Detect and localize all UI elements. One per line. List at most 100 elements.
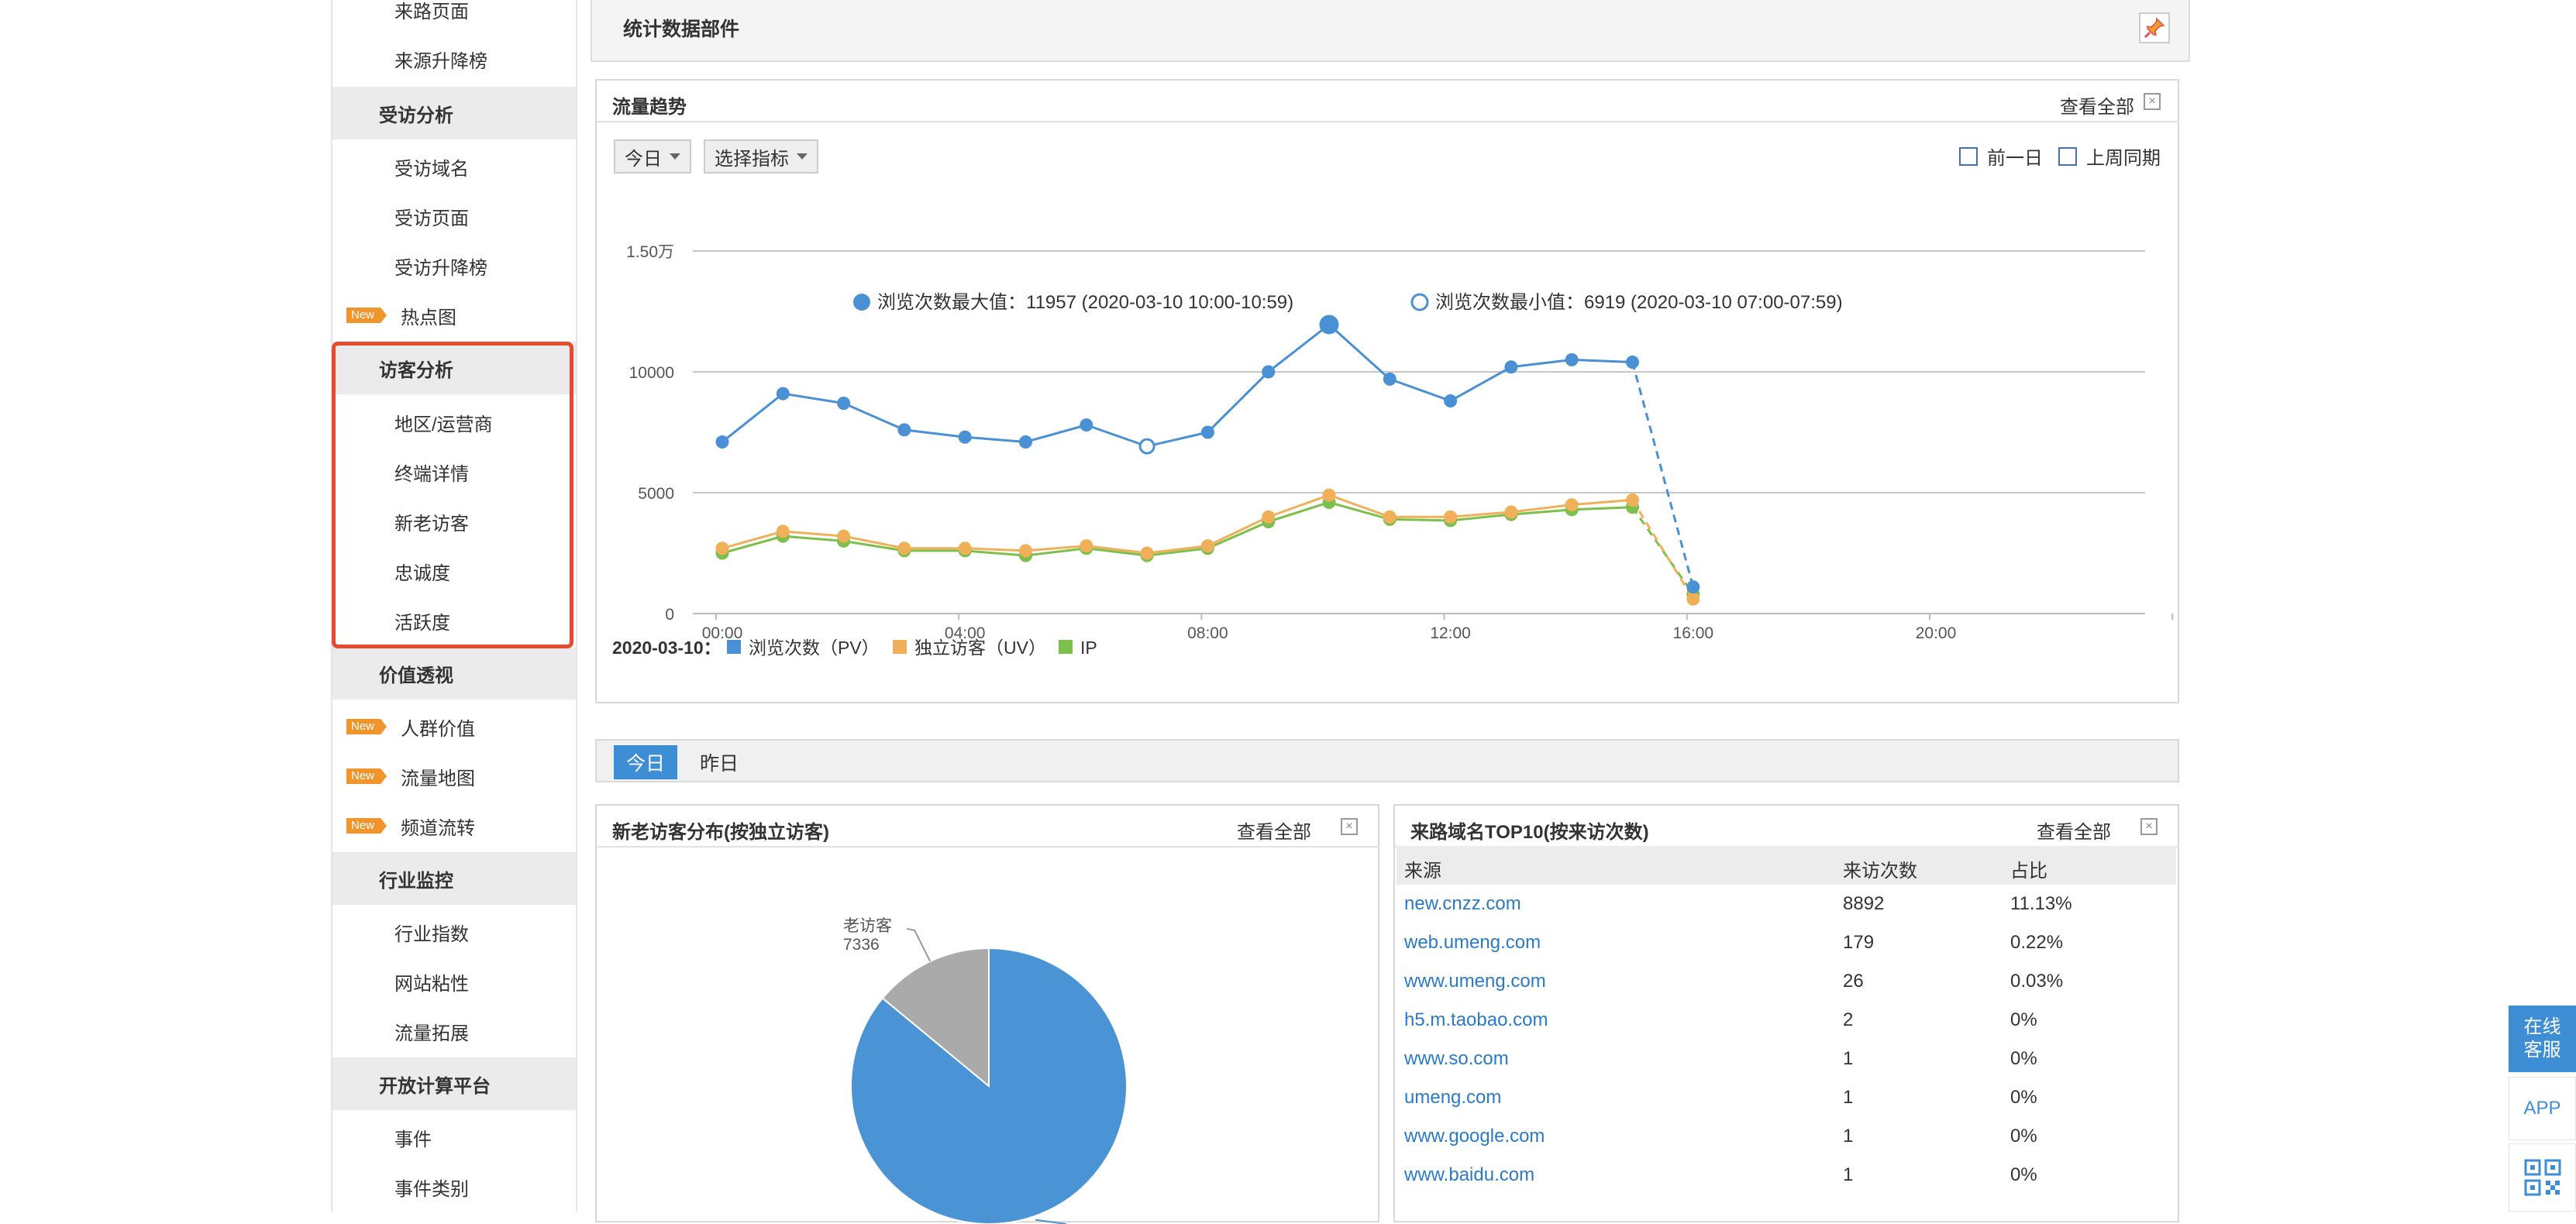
data-point[interactable] (1444, 510, 1458, 524)
data-point[interactable] (837, 529, 851, 543)
data-point[interactable] (1626, 356, 1639, 370)
sidebar-item[interactable]: 来源升降榜 (332, 36, 576, 82)
x-tick-label: 08:00 (1187, 624, 1228, 642)
sidebar-section[interactable]: 价值透视 (332, 647, 576, 700)
sidebar-item[interactable]: 受访升降榜 (332, 242, 576, 289)
data-point[interactable] (1686, 592, 1700, 606)
data-point[interactable] (1140, 546, 1154, 560)
sidebar-item[interactable]: 终端详情 (332, 449, 576, 495)
view-all-link[interactable]: 查看全部 (1237, 822, 1311, 843)
data-point[interactable] (1504, 505, 1518, 519)
data-point[interactable] (1444, 394, 1458, 407)
data-point[interactable] (1322, 488, 1336, 502)
referrer-source-link[interactable]: www.so.com (1404, 1048, 1509, 1069)
online-service-button[interactable]: 在线 客服 (2509, 1006, 2576, 1072)
data-point[interactable] (1019, 435, 1032, 449)
data-point[interactable] (1262, 365, 1276, 379)
data-point[interactable] (1138, 438, 1155, 455)
sidebar-item[interactable]: 事件类别 (332, 1164, 576, 1210)
legend-label[interactable]: IP (1080, 638, 1097, 658)
data-point[interactable] (897, 423, 911, 437)
data-point[interactable] (715, 435, 729, 449)
checkbox-box[interactable] (2058, 146, 2077, 166)
data-point[interactable] (1686, 580, 1700, 594)
referrer-source-link[interactable]: h5.m.taobao.com (1404, 1009, 1548, 1030)
app-button[interactable]: APP (2509, 1077, 2576, 1140)
sidebar-item[interactable]: 行业指数 (332, 909, 576, 955)
data-point[interactable] (776, 387, 790, 401)
close-icon[interactable]: × (1341, 818, 1358, 835)
sidebar-item[interactable]: 活跃度 (332, 597, 576, 644)
pin-button[interactable] (2139, 12, 2170, 43)
referrer-source-link[interactable]: www.baidu.com (1404, 1164, 1535, 1185)
qr-code-icon (2524, 1159, 2561, 1196)
data-point[interactable] (1319, 315, 1339, 335)
referrer-source-link[interactable]: www.umeng.com (1404, 971, 1546, 992)
sidebar-item[interactable]: 流量拓展 (332, 1008, 576, 1054)
y-tick-label: 1.50万 (626, 243, 674, 261)
table-header: 来源 来访次数 占比 (1396, 846, 2176, 885)
legend-label[interactable]: 浏览次数（PV） (749, 638, 880, 658)
referrer-source-link[interactable]: web.umeng.com (1404, 932, 1541, 953)
sidebar-section[interactable]: 访客分析 (332, 342, 576, 394)
sidebar-item[interactable]: New 人群价值 (332, 703, 576, 750)
metric-dropdown[interactable]: 选择指标 (704, 139, 818, 174)
data-point[interactable] (1565, 352, 1579, 366)
sidebar-item[interactable]: 受访域名 (332, 143, 576, 190)
data-point[interactable] (776, 524, 790, 538)
prev-day-checkbox[interactable]: 前一日 (1959, 143, 2043, 170)
data-point[interactable] (1504, 360, 1518, 374)
checkbox-box[interactable] (1959, 146, 1978, 166)
sidebar-item[interactable]: 事件 (332, 1114, 576, 1160)
close-icon[interactable]: × (2144, 93, 2161, 110)
data-point[interactable] (1626, 493, 1639, 507)
referrer-source-link[interactable]: www.google.com (1404, 1126, 1545, 1147)
data-point[interactable] (1080, 539, 1093, 553)
data-point[interactable] (1080, 418, 1093, 432)
data-point[interactable] (1383, 510, 1396, 524)
sidebar-item[interactable]: 来路页面 (332, 0, 576, 33)
referrer-visits: 2 (1843, 1009, 1854, 1030)
referrer-source-link[interactable]: umeng.com (1404, 1087, 1502, 1108)
sidebar-item[interactable]: 地区/运营商 (332, 399, 576, 445)
view-all-link[interactable]: 查看全部 (2060, 97, 2134, 118)
data-point[interactable] (958, 430, 972, 444)
day-dropdown[interactable]: 今日 (614, 139, 691, 174)
sidebar-item[interactable]: New 频道流转 (332, 803, 576, 849)
data-point[interactable] (1565, 498, 1579, 512)
last-week-checkbox[interactable]: 上周同期 (2058, 143, 2161, 170)
data-point[interactable] (897, 542, 911, 555)
view-all-link[interactable]: 查看全部 (2037, 822, 2111, 843)
data-point[interactable] (837, 397, 851, 411)
sidebar-item-label: 来路页面 (394, 1, 469, 22)
sidebar-item[interactable]: New 流量地图 (332, 753, 576, 799)
legend-label[interactable]: 独立访客（UV） (914, 638, 1046, 658)
sidebar-item[interactable]: 忠诚度 (332, 548, 576, 594)
close-icon[interactable]: × (2140, 818, 2158, 835)
referrer-source-link[interactable]: new.cnzz.com (1404, 893, 1521, 914)
traffic-trend-panel: 流量趋势 查看全部 × 今日 选择指标 前一日 上周同期 浏览次数最大值：119… (595, 79, 2179, 703)
sidebar-section[interactable]: 行业监控 (332, 852, 576, 905)
referrer-pct: 0% (2010, 1126, 2037, 1147)
panel-title: 流量趋势 (612, 97, 687, 118)
sidebar-section[interactable]: 受访分析 (332, 87, 576, 139)
sidebar-section[interactable]: 开放计算平台 (332, 1057, 576, 1110)
data-point[interactable] (1200, 539, 1214, 553)
tab-today[interactable]: 今日 (614, 745, 677, 779)
data-point[interactable] (1262, 510, 1276, 524)
sidebar-item[interactable]: 新老访客 (332, 498, 576, 545)
data-point[interactable] (1383, 372, 1396, 386)
data-point[interactable] (1200, 425, 1214, 439)
data-point[interactable] (1019, 544, 1032, 558)
sidebar-item[interactable]: 受访页面 (332, 193, 576, 239)
tab-yesterday[interactable]: 昨日 (699, 753, 739, 775)
sidebar-item-label: 地区/运营商 (394, 414, 493, 435)
data-point[interactable] (715, 542, 729, 555)
table-row: umeng.com 1 0% (1396, 1078, 2176, 1117)
referrer-visits: 1 (1843, 1048, 1854, 1069)
sidebar-item[interactable]: New 热点图 (332, 292, 576, 339)
sidebar-item[interactable]: 网站粘性 (332, 958, 576, 1005)
qr-code-button[interactable] (2509, 1143, 2576, 1212)
sidebar-item-label: 人群价值 (401, 718, 475, 740)
data-point[interactable] (958, 542, 972, 555)
